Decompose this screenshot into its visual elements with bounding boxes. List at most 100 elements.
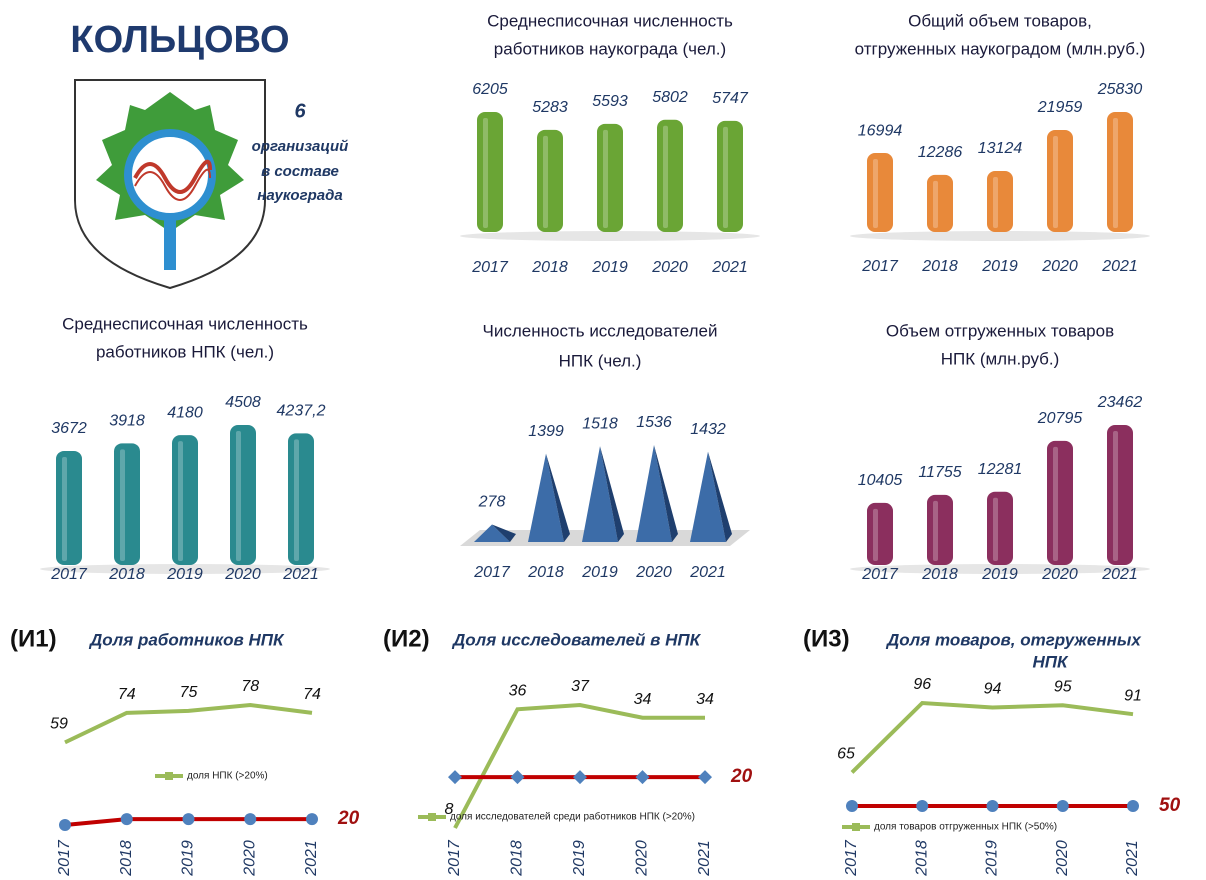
bar-highlight [723,126,728,228]
bar-highlight [873,508,878,561]
value-label: 74 [303,686,321,703]
value-label: 3918 [109,413,145,430]
bar [230,425,256,565]
pyramid-side [708,451,732,542]
legend-marker [852,823,860,831]
bar-highlight [294,439,299,561]
chart-title: Доля работников НПК [88,630,285,649]
chart-prefix: (И3) [803,625,850,652]
value-label: 3672 [51,420,87,437]
x-tick-label: 2020 [634,840,651,877]
marker [986,800,999,812]
pyramid-side [654,445,678,542]
chart-title: НПК (чел.) [559,351,642,370]
marker [698,770,712,785]
pyramid-side [600,446,624,542]
value-label: 12286 [918,144,963,161]
marker [448,770,462,785]
x-tick-label: 2017 [861,566,899,583]
x-tick-label: 2018 [509,840,526,877]
chart-title: Среднесписочная численность [487,11,733,30]
bar-highlight [236,431,241,561]
x-tick-label: 2019 [981,258,1018,275]
value-label: 16994 [858,122,903,139]
marker [59,819,71,831]
org-count: 6 [294,100,306,122]
x-tick-label: 2018 [531,259,568,276]
pyramid [690,451,726,542]
bar [1047,129,1073,232]
value-label: 11755 [918,464,961,481]
x-tick-label: 2017 [861,258,899,275]
value-label: 25830 [1097,81,1143,98]
x-tick-label: 2021 [1101,258,1138,275]
value-label: 5593 [592,93,628,110]
bar-highlight [993,497,998,561]
marker [573,770,587,785]
value-label: 23462 [1097,394,1143,411]
x-tick-label: 2017 [843,839,860,877]
value-label: 74 [118,686,136,703]
org-caption: в составе [261,163,339,180]
chart-title: отгруженных наукоградом (млн.руб.) [855,39,1146,58]
marker [510,770,525,785]
value-label: 6205 [472,81,508,98]
bar [987,491,1013,565]
x-tick-label: 2017 [56,839,73,877]
value-label: 5283 [532,99,568,116]
x-tick-label: 2020 [1054,840,1071,877]
chart-title: Объем отгруженных товаров [886,321,1114,340]
value-label: 95 [1054,678,1072,695]
bar-highlight [933,180,938,228]
value-label: 94 [984,681,1002,698]
bar [537,129,563,232]
bar-highlight [1053,135,1058,228]
bar [114,443,140,565]
org-caption: наукограда [257,187,342,204]
bar [657,119,683,232]
chart-title: работников НПК (чел.) [96,342,274,361]
bar-highlight [873,159,878,228]
floor [850,564,1150,574]
value-label: 10405 [858,472,903,489]
x-tick-label: 2020 [651,259,688,276]
x-tick-label: 2018 [921,566,958,583]
x-tick-label: 2018 [118,840,135,877]
bar [1047,440,1073,565]
x-tick-label: 2020 [241,840,258,877]
legend-marker [428,813,436,821]
bar-highlight [1053,446,1058,561]
x-tick-label: 2018 [527,564,564,581]
bar [477,112,503,232]
bar [288,433,314,565]
bar-highlight [483,118,488,228]
x-tick-label: 2021 [711,259,748,276]
x-tick-label: 2017 [50,566,88,583]
marker [182,813,195,826]
x-tick-label: 2020 [1041,566,1078,583]
bar-highlight [603,129,608,228]
value-label: 1536 [636,414,672,431]
x-tick-label: 2021 [303,840,320,877]
legend-label: доля НПК (>20%) [187,771,268,782]
chart-prefix: (И2) [383,625,430,652]
x-tick-label: 2019 [571,840,588,877]
marker [1127,800,1139,812]
x-tick-label: 2019 [166,566,203,583]
legend-label: доля товаров отгруженных НПК (>50%) [874,822,1057,833]
pyramid [528,453,564,542]
chart-title: Среднесписочная численность [62,314,308,333]
bar-highlight [993,177,998,228]
chart-title: НПК (млн.руб.) [941,349,1060,368]
threshold-label: 20 [730,766,753,787]
x-tick-label: 2017 [473,564,511,581]
bar [1107,425,1133,565]
bar [927,174,953,232]
x-tick-label: 2019 [981,566,1018,583]
x-tick-label: 2019 [591,259,628,276]
main-title: КОЛЬЦОВО [70,19,289,61]
value-label: 34 [696,691,714,708]
marker [916,800,929,812]
bar [867,502,893,565]
